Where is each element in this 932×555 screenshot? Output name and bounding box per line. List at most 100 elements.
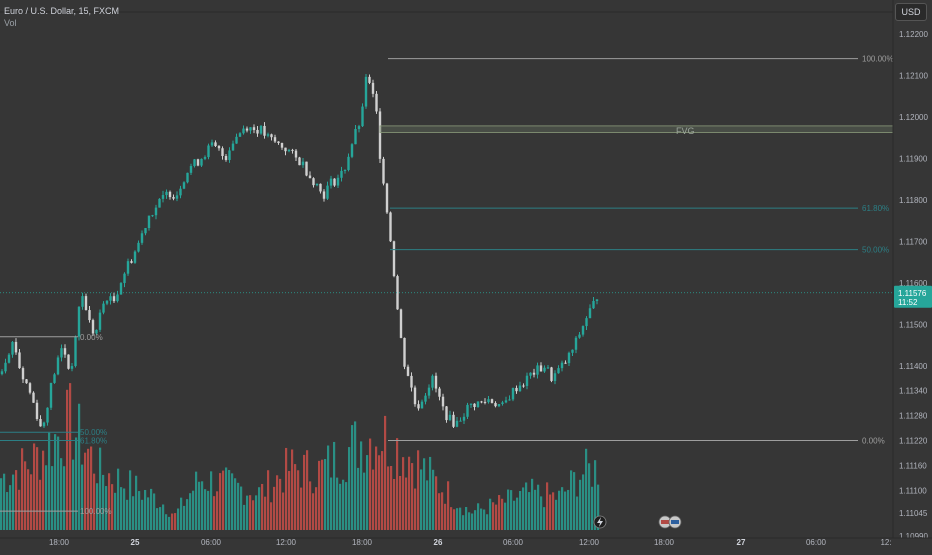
- volume-bar: [171, 513, 174, 530]
- volume-bar: [300, 487, 303, 530]
- candle-body: [119, 283, 123, 295]
- candle-body: [105, 300, 109, 304]
- volume-bar: [375, 446, 378, 530]
- candle-body: [151, 215, 154, 217]
- candle-body: [217, 146, 221, 149]
- candle-body: [326, 185, 329, 199]
- candle-body: [494, 402, 497, 407]
- volume-bar: [516, 497, 519, 530]
- volume-bar: [195, 471, 198, 530]
- candle-body: [490, 399, 494, 403]
- volume-bar: [141, 499, 144, 530]
- candle-body: [329, 178, 333, 186]
- candle-body: [130, 261, 133, 263]
- candle-body: [487, 399, 490, 403]
- candle-body: [550, 367, 553, 381]
- candle-body: [161, 195, 165, 199]
- candle-body: [256, 129, 259, 134]
- volume-bar: [384, 415, 387, 530]
- volume-bar: [453, 509, 456, 530]
- time-tick-label: 12:00: [276, 538, 297, 547]
- candle-body: [249, 127, 252, 131]
- candle-body: [35, 402, 39, 420]
- candle-body: [301, 161, 305, 166]
- chart-title: Euro / U.S. Dollar, 15, FXCM: [4, 6, 120, 16]
- volume-bar: [270, 502, 273, 530]
- volume-bar: [558, 490, 561, 530]
- candle-body: [235, 136, 238, 144]
- candle-body: [448, 414, 452, 421]
- volume-bar: [438, 493, 441, 530]
- volume-bar: [570, 470, 573, 530]
- volume-bar: [294, 464, 297, 530]
- volume-bar: [252, 500, 255, 530]
- volume-bar: [507, 489, 510, 530]
- volume-bar: [18, 489, 21, 530]
- candle-body: [60, 348, 63, 358]
- volume-bar: [102, 474, 105, 530]
- volume-bar: [474, 510, 477, 530]
- candle-body: [46, 407, 49, 423]
- volume-bar: [393, 478, 396, 530]
- volume-bar: [57, 436, 60, 530]
- volume-bar: [234, 478, 237, 530]
- flag-icon[interactable]: [668, 515, 682, 529]
- price-tick-label: 1.11340: [899, 387, 928, 396]
- volume-bar: [15, 470, 18, 530]
- volume-bar: [201, 481, 204, 530]
- candle-body: [403, 337, 406, 367]
- volume-bar: [363, 472, 366, 530]
- currency-button[interactable]: USD: [895, 3, 927, 21]
- candle-body: [98, 312, 102, 330]
- price-tick-label: 1.12200: [899, 30, 928, 39]
- candle-body: [165, 191, 168, 196]
- volume-bar: [324, 459, 327, 530]
- candle-body: [63, 348, 67, 355]
- candle-body: [81, 296, 84, 307]
- candle-body: [340, 170, 343, 178]
- candle-body: [466, 404, 469, 417]
- candle-body: [518, 385, 522, 392]
- volume-bar: [48, 432, 51, 530]
- candle-body: [417, 404, 420, 409]
- volume-bar: [51, 466, 54, 530]
- candle-body: [564, 362, 567, 364]
- candle-body: [0, 371, 4, 375]
- candle-body: [571, 349, 574, 353]
- candle-body: [361, 106, 364, 127]
- candle-body: [368, 76, 371, 83]
- price-tick-label: 1.11500: [899, 320, 928, 329]
- volume-bar: [111, 484, 114, 530]
- candle-body: [350, 144, 354, 157]
- candle-body: [385, 183, 389, 213]
- candle-body: [287, 149, 291, 152]
- price-axis: 1.12200 1.12100 1.12000 1.11900 1.11800 1.117…: [892, 0, 932, 550]
- volume-bar: [78, 403, 81, 530]
- candle-body: [245, 128, 249, 131]
- volume-bar: [84, 452, 87, 530]
- volume-bar: [408, 456, 411, 530]
- candle-body: [158, 198, 161, 208]
- volume-bar: [144, 489, 147, 530]
- candle-body: [497, 404, 501, 407]
- volume-bar: [12, 474, 15, 530]
- volume-bar: [9, 485, 12, 530]
- volume-bar: [564, 491, 567, 530]
- volume-bar: [123, 488, 126, 530]
- volume-bar: [426, 480, 429, 530]
- volume-bar: [387, 466, 390, 530]
- candle-body: [193, 159, 196, 167]
- candle-body: [371, 82, 375, 94]
- candle-body: [424, 395, 427, 402]
- lightning-icon[interactable]: [593, 515, 607, 529]
- time-tick-label: 06:00: [503, 538, 524, 547]
- candle-body: [483, 401, 487, 403]
- volume-bar: [39, 479, 42, 530]
- time-tick-label: 06:00: [201, 538, 222, 547]
- candle-body: [228, 150, 231, 160]
- candle-body: [420, 401, 424, 409]
- time-tick-label: 27: [737, 538, 746, 547]
- candle-body: [462, 416, 466, 421]
